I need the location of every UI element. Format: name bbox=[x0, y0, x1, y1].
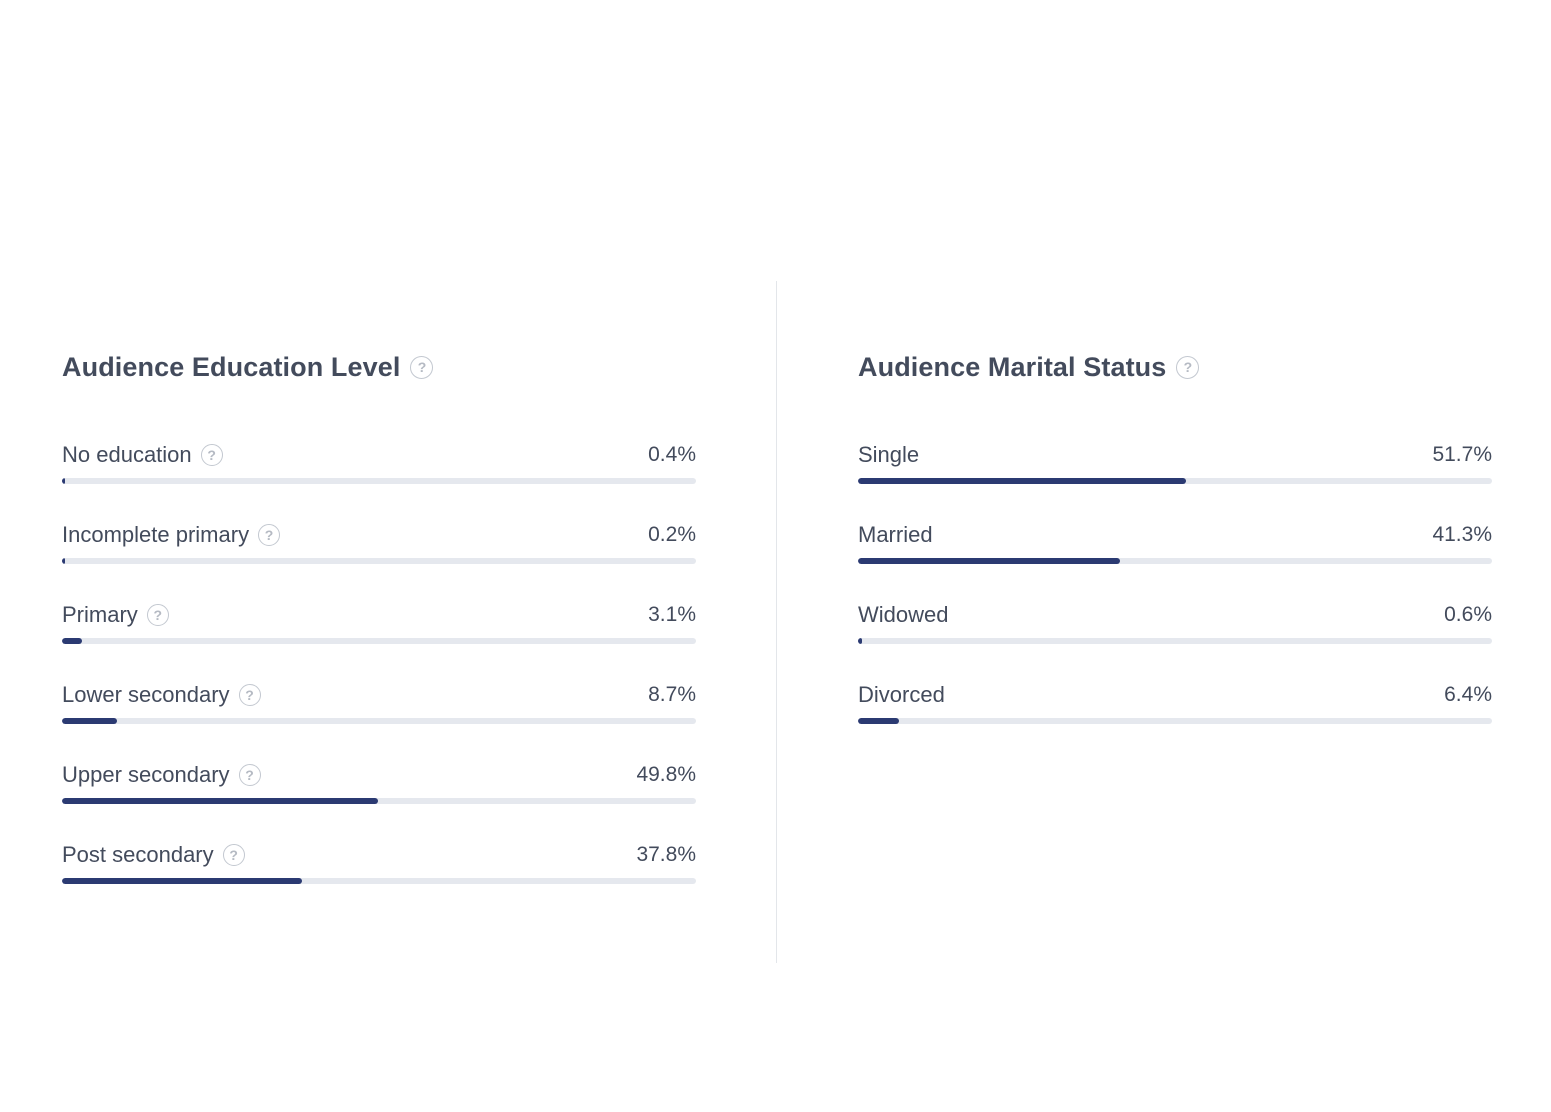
bar-row: Lower secondary? 8.7% bbox=[62, 680, 696, 760]
bar-row-header: Lower secondary? 8.7% bbox=[62, 680, 696, 710]
bar-value-label: 0.4% bbox=[648, 443, 696, 466]
marital-panel: Audience Marital Status ? Single 51.7% Mar… bbox=[858, 340, 1492, 760]
marital-rows: Single 51.7% Married 41.3% Widowed 0.6% Divorc… bbox=[858, 440, 1492, 760]
bar-fill bbox=[858, 558, 1120, 564]
bar-fill bbox=[62, 878, 302, 884]
bar-row-header: Upper secondary? 49.8% bbox=[62, 760, 696, 790]
bar-track bbox=[62, 558, 696, 564]
bar-row: Upper secondary? 49.8% bbox=[62, 760, 696, 840]
bar-value-label: 41.3% bbox=[1432, 523, 1492, 546]
education-panel: Audience Education Level ? No education?… bbox=[62, 340, 696, 920]
bar-label: No education bbox=[62, 442, 192, 467]
question-circle-icon[interactable]: ? bbox=[410, 355, 434, 379]
question-circle-icon[interactable]: ? bbox=[222, 844, 245, 866]
bar-row-header: Widowed 0.6% bbox=[858, 600, 1492, 630]
bar-label-group: Post secondary? bbox=[62, 842, 245, 868]
bar-value-label: 0.2% bbox=[648, 523, 696, 546]
bar-value-label: 8.7% bbox=[648, 683, 696, 706]
bar-fill bbox=[62, 638, 82, 644]
bar-label-group: Single bbox=[858, 442, 919, 468]
bar-label-group: Upper secondary? bbox=[62, 762, 261, 788]
bar-value-label: 49.8% bbox=[636, 763, 696, 786]
bar-track bbox=[858, 478, 1492, 484]
bar-label: Lower secondary bbox=[62, 682, 230, 707]
bar-track bbox=[858, 718, 1492, 724]
bar-row: Widowed 0.6% bbox=[858, 600, 1492, 680]
bar-row: Post secondary? 37.8% bbox=[62, 840, 696, 920]
bar-track bbox=[62, 718, 696, 724]
marital-panel-header: Audience Marital Status ? bbox=[858, 340, 1492, 394]
bar-row: Single 51.7% bbox=[858, 440, 1492, 520]
bar-label: Divorced bbox=[858, 682, 945, 707]
bar-label: Upper secondary bbox=[62, 762, 230, 787]
bar-label-group: Married bbox=[858, 522, 933, 548]
bar-fill bbox=[62, 478, 65, 484]
question-circle-icon[interactable]: ? bbox=[146, 604, 169, 626]
bar-track bbox=[62, 878, 696, 884]
bar-label: Married bbox=[858, 522, 933, 547]
question-circle-icon[interactable]: ? bbox=[200, 444, 223, 466]
bar-fill bbox=[62, 798, 378, 804]
bar-row-header: Post secondary? 37.8% bbox=[62, 840, 696, 870]
bar-value-label: 6.4% bbox=[1444, 683, 1492, 706]
question-circle-icon[interactable]: ? bbox=[258, 524, 281, 546]
bar-row-header: Married 41.3% bbox=[858, 520, 1492, 550]
bar-track bbox=[62, 638, 696, 644]
bar-track bbox=[62, 478, 696, 484]
bar-fill bbox=[62, 718, 118, 724]
bar-label: Post secondary bbox=[62, 842, 214, 867]
bar-value-label: 3.1% bbox=[648, 603, 696, 626]
bar-fill bbox=[62, 558, 65, 564]
bar-label: Incomplete primary bbox=[62, 522, 250, 547]
bar-track bbox=[858, 638, 1492, 644]
bar-row-header: Divorced 6.4% bbox=[858, 680, 1492, 710]
bar-track bbox=[62, 798, 696, 804]
marital-panel-title: Audience Marital Status bbox=[858, 351, 1167, 382]
question-circle-icon[interactable]: ? bbox=[238, 684, 261, 706]
bar-fill bbox=[858, 718, 899, 724]
bar-label-group: Incomplete primary? bbox=[62, 522, 281, 548]
bar-label: Single bbox=[858, 442, 920, 467]
bar-row: Primary? 3.1% bbox=[62, 600, 696, 680]
bar-row-header: Incomplete primary? 0.2% bbox=[62, 520, 696, 550]
bar-fill bbox=[858, 638, 862, 644]
bar-value-label: 51.7% bbox=[1432, 443, 1492, 466]
bar-value-label: 0.6% bbox=[1444, 603, 1492, 626]
education-rows: No education? 0.4% Incomplete primary? 0.2%… bbox=[62, 440, 696, 920]
bar-row: Married 41.3% bbox=[858, 520, 1492, 600]
panel-divider bbox=[776, 281, 777, 963]
bar-row: No education? 0.4% bbox=[62, 440, 696, 520]
question-circle-icon[interactable]: ? bbox=[1176, 355, 1200, 379]
bar-track bbox=[858, 558, 1492, 564]
bar-label-group: Primary? bbox=[62, 602, 169, 628]
bar-label: Widowed bbox=[858, 602, 949, 627]
bar-label-group: Widowed bbox=[858, 602, 948, 628]
bar-row: Incomplete primary? 0.2% bbox=[62, 520, 696, 600]
education-panel-header: Audience Education Level ? bbox=[62, 340, 696, 394]
bar-row-header: No education? 0.4% bbox=[62, 440, 696, 470]
bar-label-group: Lower secondary? bbox=[62, 682, 261, 708]
bar-label-group: No education? bbox=[62, 442, 223, 468]
bar-value-label: 37.8% bbox=[636, 843, 696, 866]
education-panel-title: Audience Education Level bbox=[62, 351, 401, 382]
bar-row: Divorced 6.4% bbox=[858, 680, 1492, 760]
bar-fill bbox=[858, 478, 1186, 484]
bar-label: Primary bbox=[62, 602, 138, 627]
bar-label-group: Divorced bbox=[858, 682, 945, 708]
bar-row-header: Single 51.7% bbox=[858, 440, 1492, 470]
question-circle-icon[interactable]: ? bbox=[238, 764, 261, 786]
bar-row-header: Primary? 3.1% bbox=[62, 600, 696, 630]
